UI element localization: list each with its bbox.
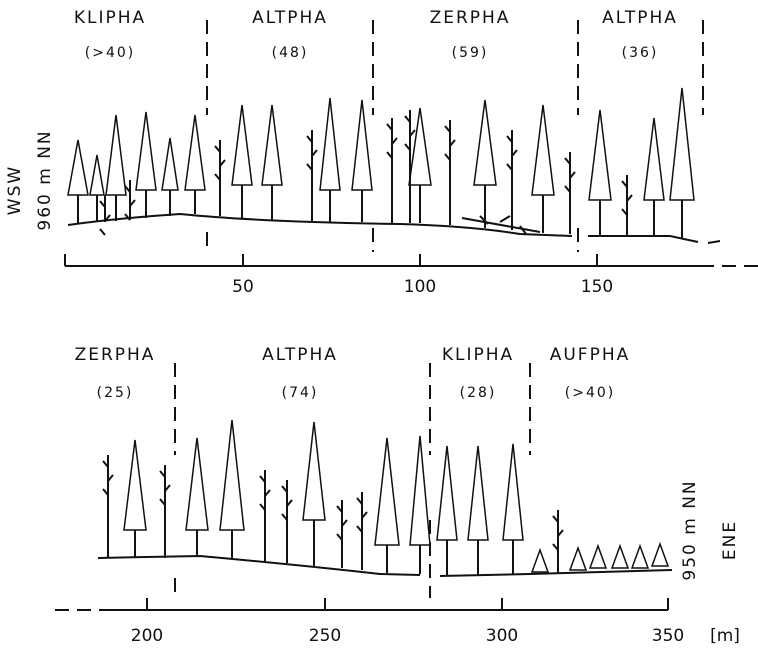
- snag: [336, 500, 348, 568]
- tick-label: 200: [131, 626, 163, 646]
- snag: [356, 492, 368, 570]
- phase-count: (28): [460, 385, 497, 401]
- tree: [473, 99, 497, 186]
- snag: [281, 480, 293, 563]
- young-tree: [610, 543, 630, 569]
- snag: [124, 180, 136, 221]
- tree: [502, 443, 524, 541]
- phase-name: ZERPHA: [430, 8, 511, 28]
- tree: [669, 87, 695, 201]
- young-tree: [530, 547, 550, 573]
- snag: [99, 195, 111, 236]
- tree: [408, 107, 432, 186]
- snag: [621, 175, 633, 236]
- tree: [319, 97, 341, 191]
- tick-label: 350: [652, 626, 684, 646]
- tree: [184, 114, 206, 191]
- tree: [231, 104, 253, 186]
- phase-name: AUFPHA: [550, 345, 631, 365]
- tick-label: 300: [486, 626, 518, 646]
- phase-count: (48): [272, 45, 309, 61]
- phase-count: (>40): [565, 385, 615, 401]
- tree: [302, 421, 326, 521]
- direction-label: WSW: [5, 165, 25, 215]
- tree: [105, 114, 127, 196]
- tree: [531, 104, 555, 196]
- snag: [564, 152, 576, 234]
- phase-name: ALTPHA: [262, 345, 338, 365]
- young-tree: [568, 545, 588, 571]
- tree: [436, 445, 458, 541]
- tree: [467, 445, 489, 541]
- tree: [67, 139, 89, 196]
- phase-name: ALTPHA: [252, 8, 328, 28]
- phase-count: (59): [452, 45, 489, 61]
- phase-name: ALTPHA: [602, 8, 678, 28]
- phase-name: KLIPHA: [442, 345, 514, 365]
- tick-label: 50: [232, 277, 254, 297]
- ground: [439, 569, 673, 577]
- tree: [588, 109, 612, 201]
- snag: [159, 465, 171, 558]
- ground: [588, 235, 699, 243]
- phase-name: KLIPHA: [74, 8, 146, 28]
- snag: [214, 140, 226, 216]
- snag: [552, 510, 564, 574]
- unit-label: [m]: [710, 626, 740, 646]
- phase-count: (25): [97, 385, 134, 401]
- snag: [404, 110, 416, 223]
- elevation-label: 960 m NN: [35, 129, 55, 230]
- tree: [89, 154, 105, 196]
- snag: [102, 455, 114, 557]
- tree: [351, 99, 373, 191]
- tree: [161, 137, 179, 191]
- snag: [259, 470, 271, 562]
- snag: [386, 118, 398, 223]
- tree: [185, 437, 209, 531]
- tree: [135, 111, 157, 191]
- phase-count: (36): [622, 45, 659, 61]
- phase-count: (74): [282, 385, 319, 401]
- snag: [306, 130, 318, 221]
- ground: [707, 240, 721, 244]
- young-tree: [588, 543, 608, 569]
- tree: [374, 437, 400, 546]
- tree: [123, 439, 147, 531]
- snag: [444, 120, 456, 225]
- phase-count: (>40): [85, 45, 135, 61]
- snag: [506, 130, 518, 230]
- direction-label: ENE: [720, 520, 740, 560]
- tick-label: 100: [404, 277, 436, 297]
- tree: [643, 117, 665, 201]
- fallen-tree: [461, 215, 541, 235]
- tree: [409, 435, 431, 546]
- tree: [219, 419, 245, 531]
- tick-label: 150: [581, 277, 613, 297]
- tree: [261, 104, 283, 186]
- tick-label: 250: [309, 626, 341, 646]
- elevation-label: 950 m NN: [680, 479, 700, 580]
- phase-name: ZERPHA: [75, 345, 156, 365]
- young-tree: [630, 543, 650, 569]
- young-tree: [650, 541, 670, 567]
- ground: [97, 554, 421, 576]
